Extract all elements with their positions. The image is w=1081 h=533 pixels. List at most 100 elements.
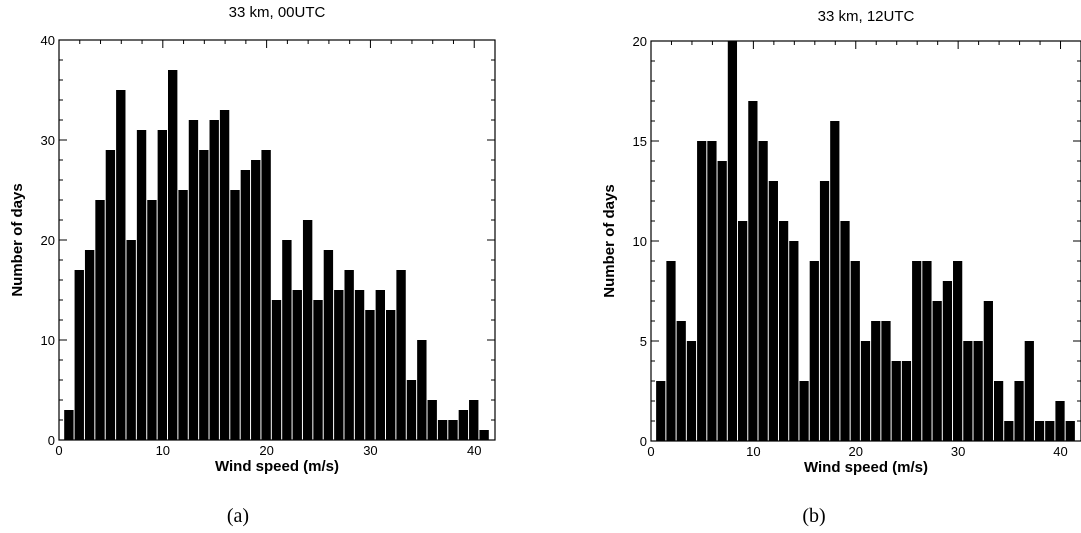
panel-label: (a) — [227, 505, 249, 527]
histogram-bar — [1004, 421, 1014, 441]
x-tick-label: 10 — [746, 444, 760, 459]
histogram-bar — [282, 240, 292, 440]
x-tick-label: 0 — [647, 444, 654, 459]
histogram-bar — [302, 220, 313, 440]
histogram-bar — [386, 310, 396, 440]
x-tick-label: 20 — [259, 443, 273, 458]
histogram-bar — [676, 321, 686, 441]
histogram-bar — [469, 400, 479, 440]
y-axis-label: Number of days — [9, 183, 26, 296]
histogram-bar — [717, 161, 727, 441]
histogram-bar — [850, 261, 860, 441]
histogram-bar — [188, 120, 199, 440]
histogram-bar — [727, 41, 738, 441]
histogram-bar — [219, 110, 230, 440]
histogram-bar — [74, 270, 84, 440]
y-tick-label: 10 — [633, 234, 647, 249]
histogram-bar — [95, 200, 105, 440]
histogram-bar — [209, 120, 219, 440]
histogram-bar — [697, 141, 707, 441]
histogram-bar — [251, 160, 261, 440]
histogram-bar — [261, 150, 271, 440]
histogram-bar — [778, 221, 789, 441]
histogram-bar — [458, 410, 469, 440]
histogram-bar — [240, 170, 251, 440]
chart-panel-a: 0 10 20 30 40 0 10 20 30 40 33 km, 00UTC Wind speed… — [9, 4, 496, 527]
histogram-bar — [147, 200, 157, 440]
histogram-bar — [1045, 421, 1055, 441]
chart-title: 33 km, 00UTC — [229, 4, 326, 21]
histogram-bar — [973, 341, 983, 441]
histogram-bar — [1034, 421, 1045, 441]
histogram-bar — [116, 90, 126, 440]
histogram-bar — [448, 420, 458, 440]
histogram-bar — [1014, 381, 1024, 441]
histogram-bar — [344, 270, 354, 440]
histogram-bar — [168, 70, 178, 440]
x-tick-label: 30 — [363, 443, 377, 458]
histogram-bar — [686, 341, 697, 441]
histogram-bar — [417, 340, 427, 440]
histogram-bar — [840, 221, 850, 441]
histogram-bar — [953, 261, 963, 441]
chart-panel-b: 0 10 20 30 40 0 5 10 15 20 33 km, 12UTC Wind speed … — [601, 8, 1081, 527]
histogram-bar — [809, 261, 819, 441]
histogram-bar — [963, 341, 973, 441]
panel-label: (b) — [802, 505, 825, 527]
histogram-bar — [334, 290, 344, 440]
x-tick-label: 0 — [55, 443, 62, 458]
y-tick-label: 0 — [640, 434, 647, 449]
histogram-bar — [1024, 341, 1034, 441]
y-tick-label: 30 — [41, 133, 55, 148]
x-tick-label: 30 — [951, 444, 965, 459]
histogram-bar — [666, 261, 676, 441]
histogram-bar — [993, 381, 1004, 441]
histogram-bar — [136, 130, 147, 440]
x-tick-label: 40 — [1053, 444, 1067, 459]
histogram-bar — [707, 141, 717, 441]
histogram-bar — [354, 290, 365, 440]
y-tick-label: 15 — [633, 134, 647, 149]
y-tick-label: 0 — [48, 433, 55, 448]
histogram-bar — [84, 250, 95, 440]
histogram-bar — [323, 250, 334, 440]
histogram-bar — [375, 290, 385, 440]
chart-title: 33 km, 12UTC — [818, 8, 915, 25]
histogram-bar — [178, 190, 188, 440]
histogram-bar — [437, 420, 448, 440]
histogram-bar — [881, 321, 891, 441]
histogram-bar — [830, 121, 840, 441]
histogram-bar — [365, 310, 375, 440]
histogram-bar — [406, 380, 417, 440]
histogram-bar — [396, 270, 406, 440]
histogram-bar — [871, 321, 881, 441]
histogram-bar — [1065, 421, 1075, 441]
histogram-bar — [157, 130, 167, 440]
histogram-bar — [292, 290, 302, 440]
histogram-bar — [983, 301, 993, 441]
histogram-bar — [942, 281, 953, 441]
histogram-bar — [912, 261, 922, 441]
histogram-bar — [656, 381, 666, 441]
histogram-bar — [799, 381, 809, 441]
histogram-bar — [105, 150, 116, 440]
histogram-bar — [891, 361, 901, 441]
histogram-bar — [313, 300, 323, 440]
histogram-bar — [126, 240, 136, 440]
x-tick-label: 10 — [156, 443, 170, 458]
y-tick-label: 5 — [640, 334, 647, 349]
y-axis-label: Number of days — [601, 184, 618, 297]
histogram-bar — [860, 341, 871, 441]
histogram-bar — [230, 190, 240, 440]
y-tick-label: 20 — [633, 34, 647, 49]
histogram-bar — [932, 301, 942, 441]
histogram-bar — [819, 181, 830, 441]
histogram-bar — [789, 241, 799, 441]
histogram-bar — [738, 221, 748, 441]
x-tick-label: 40 — [467, 443, 481, 458]
histogram-bar — [1055, 401, 1065, 441]
x-tick-label: 20 — [849, 444, 863, 459]
y-tick-label: 10 — [41, 333, 55, 348]
histogram-bar — [901, 361, 912, 441]
